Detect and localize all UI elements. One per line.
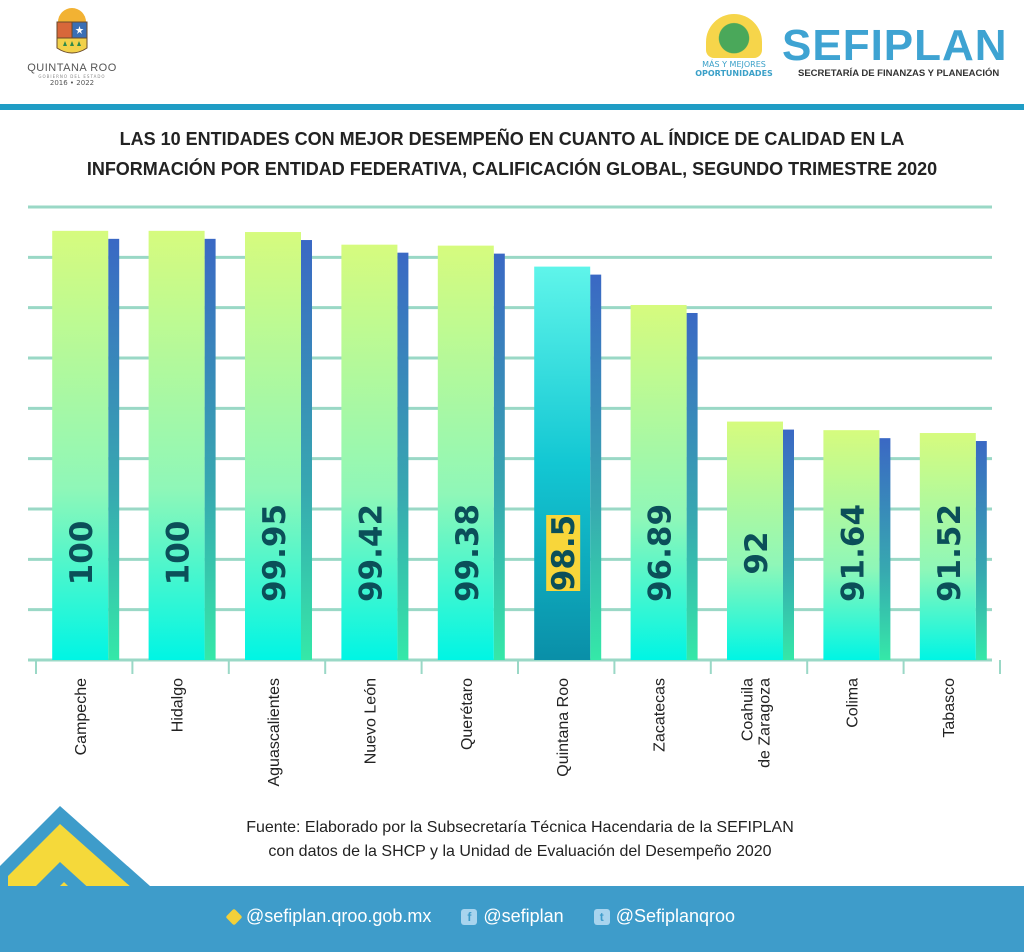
- facebook-label: @sefiplan: [483, 906, 564, 926]
- web-diamond-icon: [225, 908, 243, 925]
- twitter-icon: t: [593, 908, 610, 925]
- bar-7: [727, 421, 783, 660]
- value-label-6: 96.89: [643, 504, 679, 602]
- value-label-group-0: 100: [64, 521, 100, 586]
- tree-sun-icon: [706, 14, 762, 58]
- slogan-line1: MÁS Y MEJORES: [702, 60, 766, 69]
- highlight-label-bg: [546, 515, 581, 591]
- category-label-text: Colima: [844, 678, 861, 728]
- value-label-0: 100: [64, 521, 100, 586]
- category-label-0: Campeche: [73, 678, 90, 755]
- value-label-group-4: 99.38: [450, 504, 486, 602]
- value-label-5: 98.5: [546, 515, 582, 592]
- chart-title-line1: LAS 10 ENTIDADES CON MEJOR DESEMPEÑO EN …: [119, 129, 905, 149]
- slogan-line2: OPORTUNIDADES: [695, 69, 773, 78]
- category-label-text: Hidalgo: [170, 678, 187, 732]
- category-label-5: Quintana Roo: [555, 678, 572, 777]
- category-label-7: Coahuila de Zaragoza: [740, 678, 774, 768]
- value-label-3: 99.42: [353, 504, 389, 602]
- sefiplan-title: SEFIPLAN: [782, 21, 1008, 70]
- website-link[interactable]: @sefiplan.qroo.gob.mx: [225, 906, 432, 927]
- value-label-4: 99.38: [450, 504, 486, 602]
- twitter-label: @Sefiplanqroo: [615, 906, 736, 926]
- value-label-group-2: 99.95: [257, 504, 293, 602]
- bar-side-6: [686, 312, 698, 660]
- value-label-group-6: 96.89: [643, 504, 679, 602]
- website-label: @sefiplan.qroo.gob.mx: [246, 906, 432, 926]
- category-label-text: Quintana Roo: [555, 678, 572, 777]
- value-label-group-5: 98.5: [546, 515, 582, 592]
- category-label-1: Hidalgo: [170, 678, 187, 732]
- chart-title-line2: INFORMACIÓN POR ENTIDAD FEDERATIVA, CALI…: [86, 159, 938, 179]
- bar-4: [437, 245, 494, 660]
- category-label-3: Nuevo León: [362, 678, 379, 764]
- value-label-9: 91.52: [932, 504, 968, 602]
- category-label-4: Querétaro: [459, 678, 476, 750]
- value-label-group-9: 91.52: [932, 504, 968, 602]
- facebook-icon: f: [461, 908, 478, 925]
- category-label-9: Tabasco: [941, 678, 958, 738]
- bar-3: [341, 244, 398, 660]
- bar-side-1: [204, 238, 216, 660]
- bar-side-9: [975, 441, 987, 660]
- source-line1: Fuente: Elaborado por la Subsecretaría T…: [246, 819, 794, 836]
- bar-side-3: [397, 252, 409, 660]
- value-label-group-7: 92: [739, 531, 775, 574]
- bar-side-2: [301, 240, 312, 660]
- quintana-roo-logo: QUINTANA ROO GOBIERNO DEL ESTADO 2016 • …: [22, 6, 122, 87]
- value-label-1: 100: [161, 521, 197, 586]
- bar-side-8: [879, 438, 891, 660]
- value-label-8: 91.64: [835, 504, 871, 602]
- value-label-2: 99.95: [257, 504, 293, 602]
- category-label-8: Colima: [844, 678, 861, 728]
- header: QUINTANA ROO GOBIERNO DEL ESTADO 2016 • …: [0, 0, 1024, 104]
- state-subtitle: GOBIERNO DEL ESTADO: [38, 74, 106, 79]
- category-label-text: Zacatecas: [652, 678, 669, 752]
- bar-chart: 100 100 99.95 99.42 99.38 98.5 96.89 92 91.64 91.…: [28, 205, 1001, 787]
- chart-title: LAS 10 ENTIDADES CON MEJOR DESEMPEÑO EN …: [0, 124, 1024, 184]
- category-label-2: Aguascalientes: [266, 678, 283, 787]
- category-label-text: de Zaragoza: [757, 678, 774, 768]
- value-label-group-3: 99.42: [353, 504, 389, 602]
- sefiplan-subtitle: SECRETARÍA DE FINANZAS Y PLANEACIÓN: [798, 68, 1000, 79]
- category-label-text: Coahuila: [740, 678, 757, 741]
- category-label-6: Zacatecas: [652, 678, 669, 752]
- twitter-link[interactable]: t @Sefiplanqroo: [593, 906, 736, 927]
- bar-2: [245, 232, 301, 660]
- bar-1: [148, 230, 205, 660]
- facebook-link[interactable]: f @sefiplan: [461, 906, 564, 927]
- bar-5: [534, 266, 591, 660]
- value-label-group-1: 100: [161, 521, 197, 586]
- source-note: Fuente: Elaborado por la Subsecretaría T…: [140, 816, 900, 864]
- bar-9: [919, 433, 976, 660]
- bar-side-4: [493, 253, 505, 660]
- state-name: QUINTANA ROO: [27, 62, 117, 74]
- bar-side-5: [590, 274, 602, 660]
- category-label-text: Tabasco: [941, 678, 958, 738]
- bar-side-0: [108, 238, 120, 660]
- category-label-text: Querétaro: [459, 678, 476, 750]
- oportunidades-logo: MÁS Y MEJORES OPORTUNIDADES: [694, 14, 774, 90]
- government-years: 2016 • 2022: [49, 79, 95, 87]
- footer-links: @sefiplan.qroo.gob.mx f @sefiplan t @Sef…: [225, 906, 736, 927]
- bar-side-7: [783, 429, 794, 660]
- bar-8: [823, 430, 880, 660]
- coat-of-arms-icon: [54, 6, 90, 62]
- value-label-7: 92: [739, 531, 775, 574]
- category-label-text: Nuevo León: [362, 678, 379, 764]
- value-label-group-8: 91.64: [835, 504, 871, 602]
- category-label-text: Aguascalientes: [266, 678, 283, 787]
- source-line2: con datos de la SHCP y la Unidad de Eval…: [268, 843, 772, 860]
- category-label-text: Campeche: [73, 678, 90, 755]
- footer: [0, 886, 1024, 952]
- bar-6: [630, 304, 687, 660]
- header-divider: [0, 104, 1024, 110]
- bar-0: [52, 230, 109, 660]
